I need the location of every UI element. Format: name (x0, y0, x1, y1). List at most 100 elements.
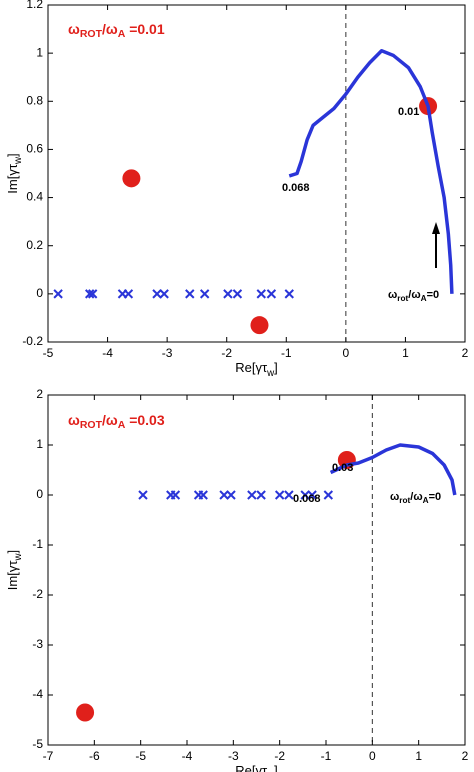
cross-marker (307, 490, 317, 500)
annotation-part: rot (399, 496, 410, 505)
annotation: 0.03 (332, 462, 353, 474)
cross-marker (232, 289, 243, 299)
y-tick-label: -2 (32, 587, 43, 601)
cross-marker (323, 490, 334, 500)
cross-marker (199, 289, 210, 299)
y-axis-label: Im[γτw] (5, 550, 23, 590)
curve (329, 443, 457, 496)
x-axis-label-part: w (266, 771, 275, 772)
annotation-part: A (423, 496, 429, 505)
y-tick-label: -4 (32, 687, 43, 701)
annotation-part: /ω (408, 289, 420, 301)
annotation: 0.068 (282, 182, 310, 194)
x-axis-label: Re[γτw] (235, 763, 278, 772)
x-tick-label: -3 (228, 749, 239, 763)
cross-marker (274, 490, 285, 500)
x-tick-label: -4 (182, 749, 193, 763)
y-axis-label-part: w (13, 156, 24, 165)
subplot: -5 -4 -3 -2 -1 0 1 2-0.200.20.40.60.811.2Re[γτw… (5, 0, 468, 379)
x-tick-label: -6 (89, 749, 100, 763)
y-tick-label: 0.4 (26, 190, 43, 204)
x-axis-label-part: w (266, 368, 275, 379)
title-part: ROT (80, 419, 103, 431)
annotation-part: =0 (427, 289, 440, 301)
title-part: /ω (102, 21, 118, 37)
y-tick-label: 0.2 (26, 238, 43, 252)
cross-marker (219, 490, 229, 500)
cross-marker (284, 490, 294, 500)
x-axis-label-part: Re[γτ (235, 360, 268, 375)
cross-marker (223, 289, 233, 299)
y-tick-label: 0.8 (26, 93, 43, 107)
x-axis-label-part: ] (274, 360, 278, 375)
annotation-part: ω (390, 491, 399, 503)
axes-box (47, 394, 466, 746)
arrow-head (432, 222, 440, 234)
x-tick-label: -5 (43, 346, 54, 360)
cross-marker (123, 289, 134, 299)
title-part: =0.01 (125, 21, 165, 37)
cross-marker (138, 490, 148, 500)
annotation-part: 0.03 (332, 462, 353, 474)
y-axis-label-part: ] (5, 550, 20, 554)
annotation: ωrot/ωA=0 (390, 491, 441, 505)
cross-marker (53, 289, 63, 299)
x-tick-label: 1 (402, 346, 409, 360)
annotation-part: 0.068 (293, 493, 321, 505)
cross-marker (84, 289, 95, 299)
y-axis-label-part: Im[γτ (5, 560, 20, 591)
cross-marker (256, 289, 266, 299)
title-part: =0.03 (125, 412, 165, 428)
x-tick-label: 1 (415, 749, 422, 763)
annotation: 0.068 (293, 493, 321, 505)
cross-marker (159, 289, 169, 299)
x-tick-label: 2 (462, 749, 469, 763)
cross-marker (152, 289, 162, 299)
cross-marker (170, 490, 181, 500)
subplot: -7-6-5-4-3-2-1012-5-4-3-2-1012Re[γτw]Im[… (5, 387, 468, 772)
y-tick-label: 2 (36, 387, 43, 401)
y-axis-label-part: ] (5, 153, 20, 157)
title-part: A (118, 419, 126, 431)
title-part: A (118, 28, 126, 40)
title-part: ω (68, 412, 80, 428)
title-part: /ω (102, 412, 118, 428)
dot-marker (76, 703, 95, 722)
title: ωROT/ωA =0.03 (68, 412, 165, 431)
cross-marker (266, 289, 277, 299)
title-part: ω (68, 21, 80, 37)
y-tick-label: 1 (36, 45, 43, 59)
cross-marker (87, 289, 98, 299)
x-axis-label-part: ] (274, 763, 278, 772)
x-tick-label: 0 (369, 749, 376, 763)
annotation-part: A (421, 294, 427, 303)
annotation-part: ω (388, 289, 397, 301)
title: ωROT/ωA =0.01 (68, 21, 165, 40)
cross-marker (247, 490, 257, 500)
x-tick-label: -3 (162, 346, 173, 360)
curve (288, 48, 454, 294)
x-tick-label: 2 (462, 346, 469, 360)
annotation-part: 0.068 (282, 182, 310, 194)
y-axis-label-part: w (13, 552, 24, 561)
y-tick-label: 1 (36, 437, 43, 451)
x-axis-label-part: Re[γτ (235, 763, 268, 772)
dot-marker (250, 316, 269, 335)
y-tick-label: 0 (36, 487, 43, 501)
annotation-part: rot (397, 294, 408, 303)
x-tick-label: -1 (321, 749, 332, 763)
annotation: 0.01 (398, 106, 419, 118)
x-tick-label: 0 (343, 346, 350, 360)
y-tick-label: 1.2 (26, 0, 43, 11)
y-tick-label: -1 (32, 537, 43, 551)
x-tick-label: -1 (281, 346, 292, 360)
dot-marker (122, 169, 141, 188)
annotation-part: =0 (429, 491, 442, 503)
cross-marker (226, 490, 236, 500)
y-axis-label: Im[γτw] (5, 153, 23, 193)
x-tick-label: -5 (135, 749, 146, 763)
axes-box (47, 4, 466, 343)
cross-marker (300, 490, 310, 500)
cross-marker (256, 490, 266, 500)
